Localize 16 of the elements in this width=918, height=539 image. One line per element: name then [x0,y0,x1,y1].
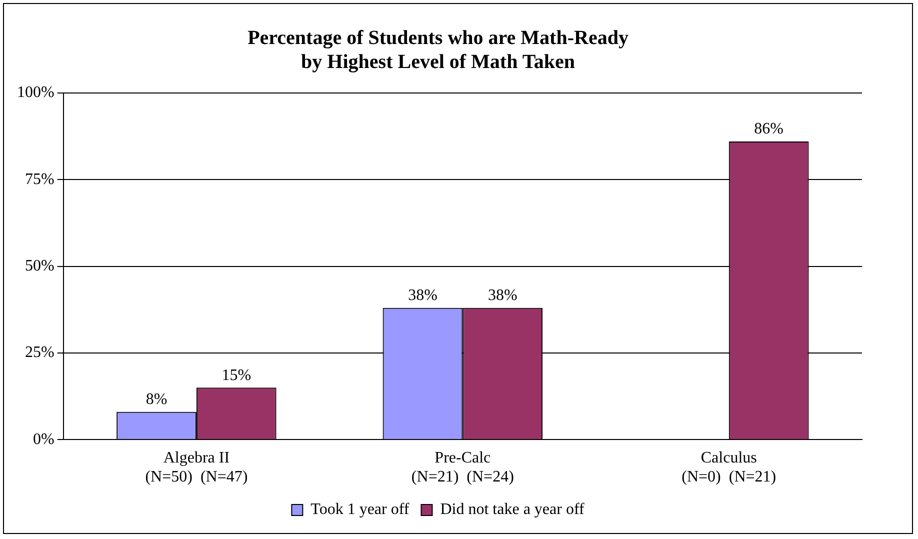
x-tick-label: Calculus (N=0) (N=21) [682,449,776,486]
y-tick-label: 100% [17,84,54,102]
legend-label: Took 1 year off [310,501,410,518]
data-label: 38% [488,287,518,304]
legend-label: Did not take a year off [440,501,585,518]
data-label: 15% [222,366,252,384]
y-tick-label: 50% [25,258,54,275]
data-label: 8% [146,391,168,408]
chart-title: Percentage of Students who are Math-Ready by Highest Level of Math Taken [248,27,628,74]
y-tick-label: 75% [25,170,54,188]
x-tick-label: Pre-Calc (N=21) (N=24) [411,449,514,486]
y-tick-label: 0% [33,430,54,448]
y-tick-label: 25% [25,344,54,362]
data-label: 38% [408,287,438,304]
data-label: 86% [754,120,784,138]
x-tick-label: Algebra II (N=50) (N=47) [145,449,248,486]
